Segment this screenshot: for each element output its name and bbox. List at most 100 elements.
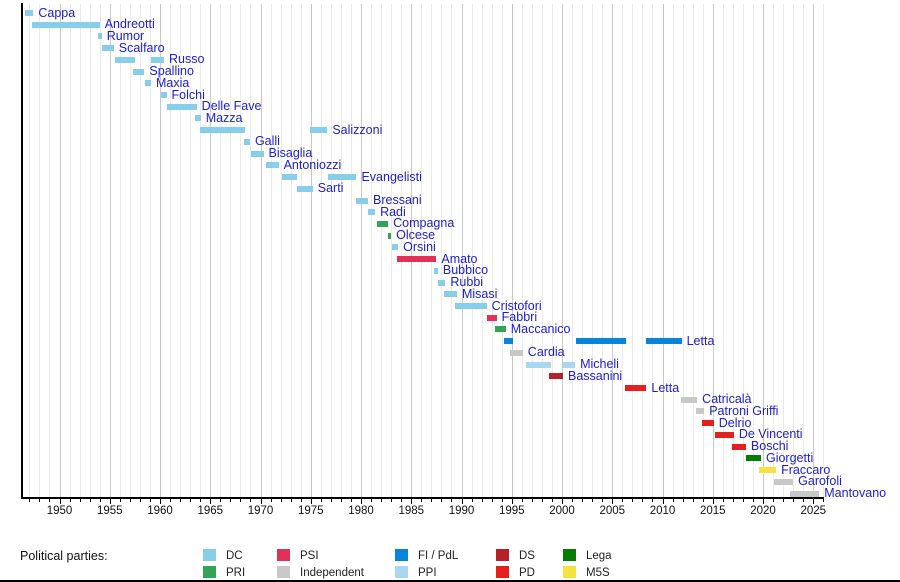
person-label[interactable]: Delrio [718,415,752,430]
person-label[interactable]: Misasi [461,286,498,301]
person-label[interactable]: Spallino [149,64,194,79]
minor-gridline [180,4,182,497]
major-gridline [612,4,614,497]
minor-gridline [732,4,734,497]
minor-tick [572,499,574,502]
term-bar-letta [576,338,626,345]
x-axis-tick-label: 1970 [247,505,274,517]
person-label[interactable]: Salizzoni [332,122,383,137]
person-label[interactable]: Maxia [155,75,190,90]
person-label[interactable]: Patroni Griffi [709,403,779,418]
minor-tick [592,499,594,502]
person-label[interactable]: Letta [651,380,680,395]
person-label[interactable]: Cappa [38,5,76,20]
person-label[interactable]: Micheli [580,357,619,372]
person-label[interactable]: Boschi [750,439,789,454]
minor-gridline [491,4,493,497]
person-label[interactable]: Fabbri [501,310,538,325]
major-tick [109,499,111,504]
minor-tick [139,499,141,502]
person-label[interactable]: Mazza [205,110,243,125]
person-label[interactable]: Fraccaro [781,462,831,477]
person-label[interactable]: Russo [169,52,205,67]
minor-gridline [190,4,192,497]
major-gridline [562,4,563,497]
minor-tick [622,499,624,502]
minor-gridline [340,4,342,497]
minor-tick [421,499,423,502]
minor-gridline [783,4,785,497]
minor-gridline [290,4,292,497]
person-label[interactable]: Garofoli [798,474,842,489]
x-axis-tick-label: 2010 [649,505,676,517]
person-label[interactable]: Folchi [171,87,205,102]
major-tick [260,499,262,504]
person-label[interactable]: Catricalà [702,392,752,407]
major-tick [612,499,614,504]
person-label[interactable]: Bressani [373,193,422,208]
person-label[interactable]: Delle Fave [201,99,262,114]
minor-tick [280,499,282,502]
major-tick [461,499,463,504]
person-label[interactable]: Scalfaro [118,40,165,55]
major-tick [712,499,714,504]
term-bar-russo [150,56,165,63]
person-label[interactable]: De Vincenti [738,427,803,442]
person-label[interactable]: Cristofori [491,298,542,313]
person-label[interactable]: Rumor [106,28,145,43]
minor-tick [722,499,724,502]
minor-tick [401,499,403,502]
person-label[interactable]: Cardia [527,345,565,360]
minor-gridline [79,4,81,497]
person-label[interactable]: Bisaglia [268,146,313,161]
person-label[interactable]: Orsini [403,239,436,254]
x-axis-tick-label: 1950 [46,505,73,517]
major-tick [511,499,513,504]
legend-swatch-fi-pdl [395,549,408,561]
person-label[interactable]: Galli [254,134,280,149]
minor-gridline [682,4,684,497]
person-label[interactable]: Olcese [396,228,436,243]
person-label[interactable]: Mantovano [824,486,887,501]
minor-tick [742,499,744,502]
minor-tick [793,499,795,502]
minor-gridline [471,4,473,497]
minor-gridline [49,4,51,497]
major-tick [160,499,161,504]
person-label[interactable]: Maccanico [510,321,571,336]
person-label[interactable]: Andreotti [104,17,155,32]
legend-label: PSI [300,550,319,562]
person-label[interactable]: Bubbico [442,263,489,278]
major-tick [59,499,61,504]
minor-tick [290,499,292,502]
person-label[interactable]: Evangelisti [361,169,422,184]
person-label[interactable]: Bassanini [568,368,623,383]
major-gridline [210,4,212,497]
person-label[interactable]: Sarti [317,181,344,196]
term-bar-evangelisti [328,174,357,181]
person-label[interactable]: Rubbi [450,275,484,290]
term-bar-de-vincenti [715,431,734,438]
person-label[interactable]: Amato [441,251,478,266]
x-axis-tick-label: 2025 [800,505,827,517]
person-label[interactable]: Antoniozzi [283,157,342,172]
person-label[interactable]: Compagna [393,216,455,231]
person-label[interactable]: Radi [380,204,406,219]
minor-gridline [551,4,553,497]
minor-tick [49,499,51,502]
minor-tick [149,499,151,502]
minor-tick [551,499,553,502]
minor-tick [340,499,342,502]
y-axis-line [21,3,23,497]
term-bar-cristofori [455,303,487,309]
minor-gridline [139,4,141,497]
minor-tick [320,499,322,502]
term-bar-salizzoni [309,127,328,134]
minor-gridline [230,4,232,497]
minor-gridline [592,4,594,497]
term-bar-letta [625,385,647,392]
person-label[interactable]: Giorgetti [765,450,814,465]
minor-gridline [99,4,101,497]
person-label[interactable]: Letta [686,333,715,348]
